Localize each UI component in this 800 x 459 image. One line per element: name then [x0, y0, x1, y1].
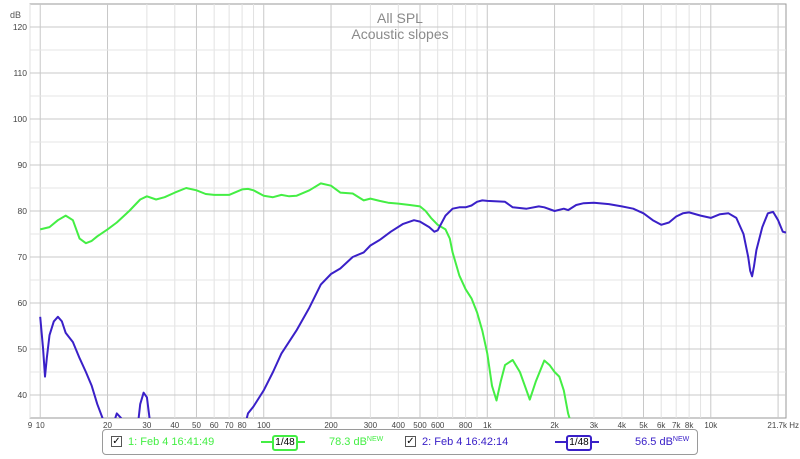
x-tick-label: 400: [392, 421, 406, 430]
y-tick-label: 90: [18, 160, 28, 170]
legend-2-level: 56.5 dBNEW: [635, 430, 689, 454]
legend-1-smoothing[interactable]: 1/48: [261, 435, 305, 451]
y-tick-label: 40: [18, 390, 28, 400]
legend-2-smoothing[interactable]: 1/48: [555, 435, 599, 451]
legend-1-checkbox[interactable]: ✓: [111, 436, 122, 447]
x-tick-label: 40: [170, 421, 179, 430]
legend-1-level-value: 78.3 dB: [329, 436, 367, 448]
x-tick-label: 80: [238, 421, 247, 430]
y-tick-label: 110: [13, 68, 27, 78]
y-tick-label: 80: [18, 206, 28, 216]
x-tick-label: 70: [225, 421, 234, 430]
x-tick-label: 8k: [685, 421, 694, 430]
y-tick-label: 120: [13, 22, 27, 32]
x-tick-label: 10k: [704, 421, 718, 430]
x-tick-label: 600: [431, 421, 445, 430]
legend: ✓ 1: Feb 4 16:41:49 1/48 78.3 dBNEW ✓ 2:…: [102, 429, 698, 455]
x-tick-label: 50: [192, 421, 201, 430]
legend-2-badge: NEW: [672, 436, 690, 443]
x-tick-label: 20: [103, 421, 112, 430]
x-tick-label: 2k: [550, 421, 559, 430]
x-tick-label: 10: [36, 421, 45, 430]
chart-title: All SPL: [377, 10, 423, 26]
legend-2-smoothing-value: 1/48: [566, 435, 592, 451]
x-tick-label: 30: [142, 421, 151, 430]
x-tick-label: 21.7k Hz: [767, 421, 799, 430]
x-tick-label: 100: [257, 421, 271, 430]
y-axis-ticks: 40 50 60 70 80 90 100 110 120: [13, 22, 27, 400]
legend-2-label: 2: Feb 4 16:42:14: [422, 436, 509, 448]
y-tick-label: 100: [13, 114, 27, 124]
legend-1-level: 78.3 dBNEW: [329, 430, 383, 454]
x-tick-label: 300: [364, 421, 378, 430]
x-tick-label: 500: [413, 421, 427, 430]
x-tick-label: 5k: [639, 421, 648, 430]
x-tick-label: 60: [210, 421, 219, 430]
x-tick-label: 200: [324, 421, 338, 430]
chart-subtitle: Acoustic slopes: [351, 26, 448, 42]
x-tick-label: 7k: [672, 421, 681, 430]
x-tick-label: 9: [28, 421, 33, 430]
y-tick-label: 50: [18, 344, 28, 354]
x-tick-label: 1k: [483, 421, 492, 430]
x-tick-label: 800: [459, 421, 473, 430]
legend-1-smoothing-value: 1/48: [272, 435, 298, 451]
legend-1-badge: NEW: [366, 436, 384, 443]
series-line-2: [39, 199, 786, 418]
x-tick-label: 4k: [618, 421, 627, 430]
series-lines: [39, 182, 786, 418]
y-tick-label: 60: [18, 298, 28, 308]
y-axis-label: dB: [10, 10, 21, 20]
legend-2-level-value: 56.5 dB: [635, 436, 673, 448]
series-line-1: [39, 182, 571, 418]
grid-lines: [29, 4, 786, 418]
x-tick-label: 3k: [590, 421, 599, 430]
x-axis-ticks: 9 10 20 30 40 50 60 70 80 100 200 300 400 500 600 800 1k…: [28, 421, 799, 430]
legend-1-label: 1: Feb 4 16:41:49: [128, 436, 215, 448]
legend-2-checkbox[interactable]: ✓: [405, 436, 416, 447]
x-tick-label: 6k: [657, 421, 666, 430]
y-tick-label: 70: [18, 252, 28, 262]
